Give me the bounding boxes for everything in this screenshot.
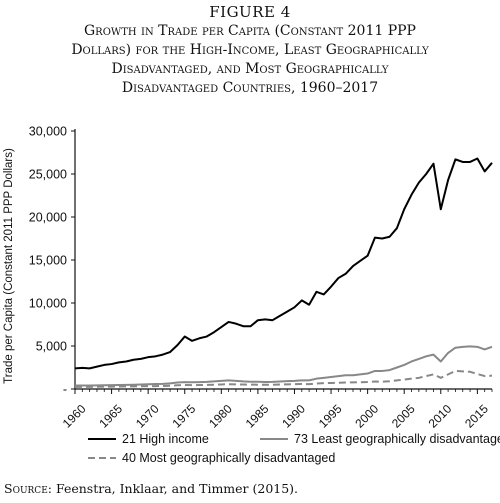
source-text: Feenstra, Inklaar, and Timmer (2015). [55, 481, 299, 496]
figure-title-line-1: Growth in Trade per Capita (Constant 201… [84, 23, 416, 39]
x-tick-label: 2015 [462, 402, 491, 431]
x-tick-label: 1995 [316, 402, 345, 431]
figure-title-line-4: Disadvantaged Countries, 1960–2017 [121, 80, 379, 96]
x-tick-label: 1990 [279, 402, 308, 431]
x-tick-label: 1975 [170, 402, 199, 431]
series-line-73-least-geographically-disadvantaged [75, 345, 493, 387]
x-tick-label: 1960 [60, 402, 89, 431]
y-tick-label: 30,000 [29, 125, 67, 139]
figure-title-block: FIGURE 4 Growth in Trade per Capita (Con… [0, 2, 500, 98]
series-line-40-most-geographically-disadvantaged [75, 369, 493, 388]
figure-title-line-3: Disadvantaged, and Most Geographically [111, 61, 389, 77]
y-tick-label: 20,000 [29, 211, 67, 225]
y-tick-label: 15,000 [29, 254, 67, 268]
y-tick-label: 25,000 [29, 168, 67, 182]
y-axis-label: Trade per Capita (Constant 2011 PPP Doll… [3, 148, 15, 384]
chart-legend: 21 High income 73 Least geographically di… [88, 432, 500, 465]
x-tick-label: 1970 [133, 402, 162, 431]
legend-label-40-most-geographically-disadvantaged: 40 Most geographically disadvantaged [122, 451, 335, 465]
series-line-21-high-income [74, 157, 493, 370]
y-tick-label: 10,000 [29, 297, 67, 311]
line-chart: - 5,000 10,000 15,000 20,000 25,000 30,000 1960… [3, 125, 500, 466]
x-tick-label: 2010 [426, 402, 455, 431]
figure-label: FIGURE 4 [209, 3, 291, 21]
x-tick-label: 2000 [352, 402, 381, 431]
x-tick-label: 1985 [243, 402, 272, 431]
figure-title-line-2: Dollars) for the High-Income, Least Geog… [71, 42, 429, 58]
x-tick-label: 1980 [206, 402, 235, 431]
legend-label-73-least-geographically-disadvantaged: 73 Least geographically disadvantaged [294, 432, 500, 446]
y-tick-label: - [63, 383, 67, 397]
source-label: Source: [4, 481, 52, 496]
legend-label-21-high-income: 21 High income [122, 432, 209, 446]
x-tick-label: 1965 [96, 402, 125, 431]
x-tick-label: 2005 [389, 402, 418, 431]
y-tick-label: 5,000 [36, 340, 67, 354]
figure-source: Source: Feenstra, Inklaar, and Timmer (2… [4, 481, 298, 496]
chart-series-layer [74, 157, 493, 388]
